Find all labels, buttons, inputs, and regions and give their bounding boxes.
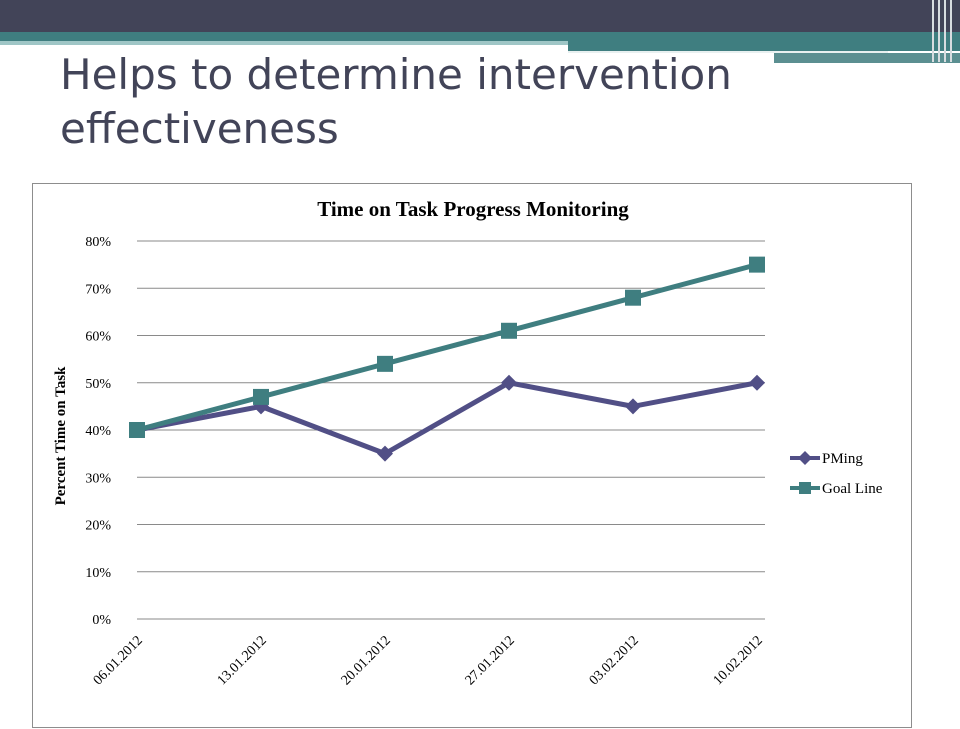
y-tick-label: 60% bbox=[85, 330, 111, 345]
legend-marker bbox=[798, 451, 812, 465]
y-tick-label: 30% bbox=[85, 471, 111, 486]
data-point bbox=[377, 445, 393, 462]
x-tick-label: 27.01.2012 bbox=[463, 633, 518, 688]
corner-decoration bbox=[928, 0, 960, 720]
y-axis-label: Percent Time on Task bbox=[53, 366, 69, 505]
data-point bbox=[253, 388, 269, 405]
top-banner bbox=[0, 0, 960, 32]
x-tick-labels: 06.01.2012 13.01.2012 20.01.2012 27.01.2012… bbox=[91, 633, 766, 688]
series-lines bbox=[136, 262, 758, 457]
y-tick-label: 40% bbox=[85, 424, 111, 439]
y-tick-label: 20% bbox=[85, 519, 111, 534]
y-tick-label: 80% bbox=[85, 235, 111, 250]
data-point bbox=[129, 422, 145, 438]
x-tick-label: 13.01.2012 bbox=[215, 633, 270, 688]
series-markers bbox=[129, 256, 765, 462]
chart-frame: 0% 10% 20% 30% 40% 50% 60% 70% 80% 06.01.2012 13.… bbox=[32, 183, 912, 728]
line-chart: 0% 10% 20% 30% 40% 50% 60% 70% 80% 06.01.2012 13.… bbox=[53, 197, 883, 688]
legend: PMing Goal Line bbox=[790, 451, 883, 497]
series-line bbox=[136, 262, 758, 433]
accent-stripe-short bbox=[774, 53, 960, 63]
accent-stripe-light bbox=[0, 41, 568, 45]
data-point bbox=[749, 374, 765, 391]
data-point bbox=[625, 398, 641, 415]
y-tick-label: 70% bbox=[85, 282, 111, 297]
data-point bbox=[377, 355, 393, 372]
gridlines bbox=[137, 240, 765, 620]
accent-stripe bbox=[0, 32, 960, 41]
x-tick-label: 20.01.2012 bbox=[339, 633, 394, 688]
accent-stripe-thin bbox=[568, 51, 888, 53]
legend-label: PMing bbox=[822, 451, 863, 467]
y-tick-label: 0% bbox=[92, 613, 111, 628]
chart-title: Time on Task Progress Monitoring bbox=[317, 197, 629, 221]
y-tick-labels: 0% 10% 20% 30% 40% 50% 60% 70% 80% bbox=[85, 235, 111, 628]
legend-marker bbox=[799, 482, 811, 494]
legend-label: Goal Line bbox=[822, 481, 883, 497]
slide-title: Helps to determine intervention effectiv… bbox=[60, 50, 732, 153]
data-point bbox=[501, 322, 517, 339]
y-tick-label: 10% bbox=[85, 566, 111, 581]
data-point bbox=[501, 374, 517, 391]
data-point bbox=[625, 289, 641, 306]
x-tick-label: 03.02.2012 bbox=[587, 633, 642, 688]
series-line bbox=[136, 380, 758, 457]
data-point bbox=[749, 256, 765, 273]
y-tick-label: 50% bbox=[85, 377, 111, 392]
x-tick-label: 10.02.2012 bbox=[711, 633, 766, 688]
x-tick-label: 06.01.2012 bbox=[91, 633, 146, 688]
accent-stripe-right bbox=[568, 41, 960, 51]
